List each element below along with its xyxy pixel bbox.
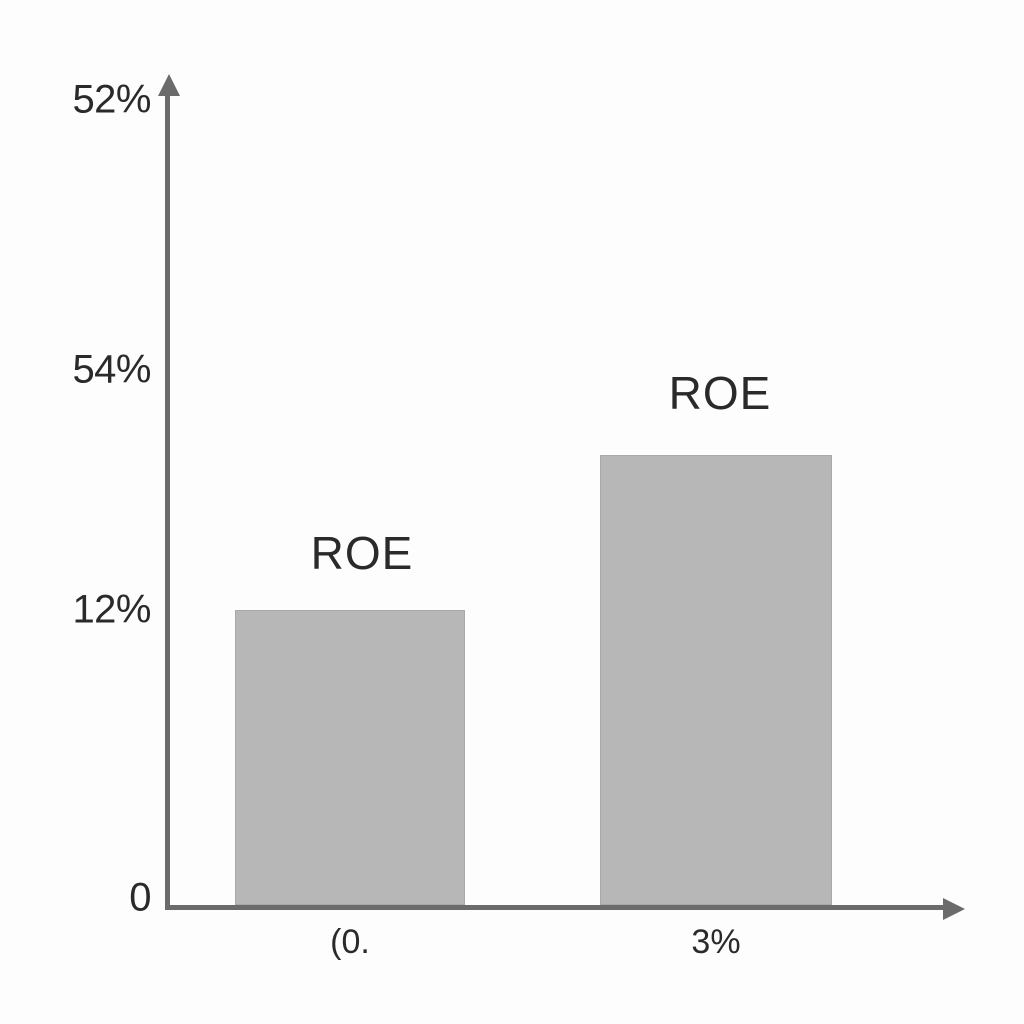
- y-tick-label-0: 52%: [72, 78, 151, 123]
- x-axis-arrow: [943, 898, 965, 920]
- y-tick-label-3: 0: [129, 876, 151, 921]
- bar-1: [600, 455, 832, 905]
- y-tick-label-1: 54%: [72, 348, 151, 393]
- x-axis-line: [165, 905, 945, 910]
- x-tick-label-0: (0.: [330, 923, 370, 962]
- roe-bar-chart: 52% 54% 12% 0 (0. 3% ROE ROE: [0, 0, 1024, 1024]
- bar-0: [235, 610, 465, 905]
- bar-label-1: ROE: [669, 366, 772, 420]
- x-tick-label-1: 3%: [691, 923, 740, 962]
- y-axis-arrow: [158, 74, 180, 96]
- bar-label-0: ROE: [311, 526, 414, 580]
- y-axis-line: [165, 92, 170, 905]
- y-tick-label-2: 12%: [72, 588, 151, 633]
